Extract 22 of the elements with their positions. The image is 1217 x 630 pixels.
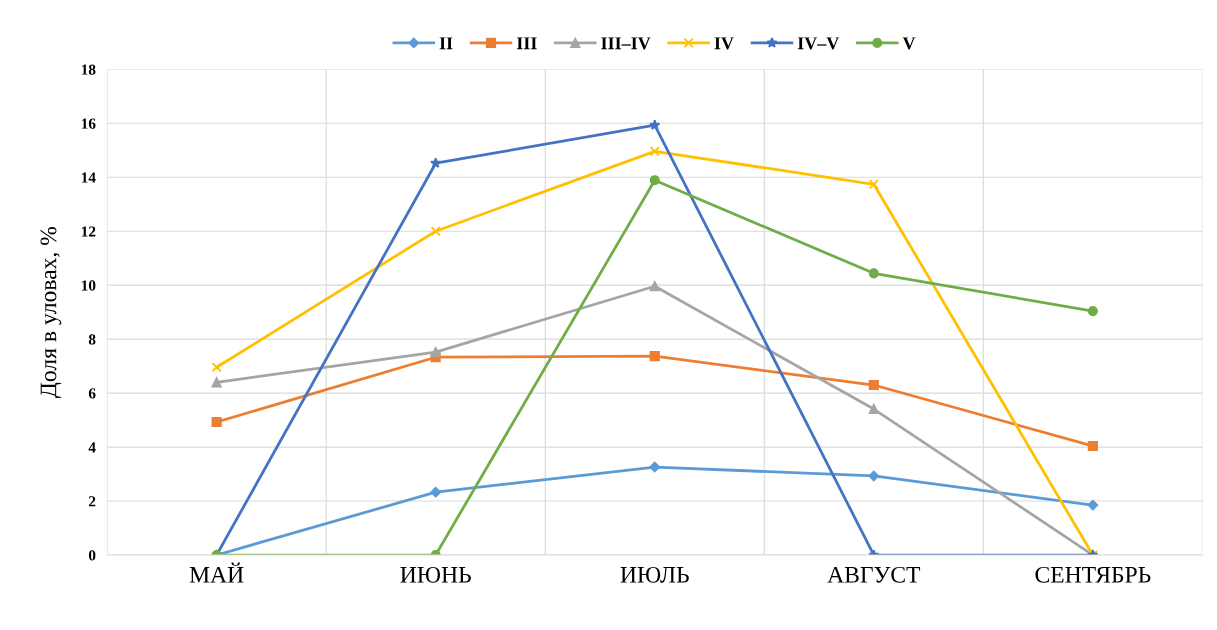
- legend-label: V: [902, 37, 916, 50]
- x-tick-label: ИЮНЬ: [400, 566, 471, 583]
- y-tick-label: 16: [81, 118, 96, 129]
- y-tick-label: 2: [88, 496, 96, 507]
- x-tick-label: СЕНТЯБРЬ: [1035, 566, 1151, 583]
- y-tick-label: 8: [88, 334, 96, 345]
- x-tick-label: АВГУСТ: [827, 566, 921, 583]
- legend-label: III: [516, 37, 537, 50]
- y-tick-label: 18: [81, 64, 96, 75]
- legend-label: IV–V: [797, 37, 840, 50]
- y-tick-label: 0: [88, 550, 96, 561]
- legend-label: II: [439, 37, 453, 50]
- legend-label: III–IV: [601, 37, 651, 50]
- x-tick-label: ИЮЛЬ: [620, 566, 689, 583]
- y-axis-title: Доля в уловах, %: [40, 226, 62, 399]
- y-tick-label: 4: [88, 442, 96, 453]
- x-tick-label: МАЙ: [189, 562, 244, 583]
- y-tick-label: 10: [81, 280, 96, 291]
- y-tick-label: 6: [88, 388, 96, 399]
- y-tick-label: 14: [81, 172, 96, 183]
- legend-label: IV: [714, 37, 734, 50]
- y-tick-label: 12: [81, 226, 96, 237]
